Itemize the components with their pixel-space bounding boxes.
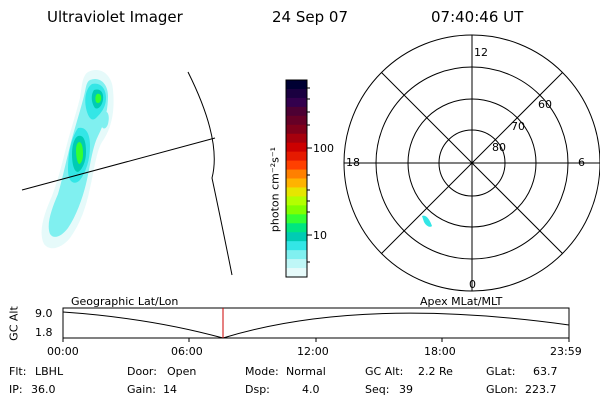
timeline-left-label: Geographic Lat/Lon [71, 295, 179, 308]
colorbar-cell [286, 223, 307, 233]
status-glat-key: GLat: [486, 365, 516, 378]
colorbar-cell [286, 232, 307, 242]
colorbar-unit-label: photon cm⁻²s⁻¹ [268, 146, 282, 233]
colorbar-cell [286, 205, 307, 215]
colorbar-cell [286, 178, 307, 189]
colorbar-cell [286, 106, 307, 117]
time-tick-0600: 06:00 [171, 345, 203, 358]
status-ip-value: 36.0 [31, 383, 56, 396]
colorbar-cells [286, 80, 307, 278]
earth-edge-curve [187, 71, 233, 276]
colorbar-cell [286, 142, 307, 153]
time-tick-1800: 18:00 [424, 345, 456, 358]
colorbar-cell [286, 160, 307, 171]
colorbar-cell [286, 241, 307, 251]
timeline-y-axis-label: GC Alt [7, 306, 21, 341]
timeline-ticks [62, 338, 570, 342]
status-mode-key: Mode: [245, 365, 279, 378]
colorbar-cell [286, 151, 307, 162]
colorbar-frame [285, 79, 308, 278]
geographic-image-panel [21, 70, 233, 276]
status-glon-key: GLon: [486, 383, 518, 396]
time-label: 07:40:46 UT [431, 8, 524, 26]
colorbar-cell [286, 268, 307, 278]
status-gcalt-key: GC Alt: [365, 365, 404, 378]
colorbar-cell [286, 259, 307, 269]
time-tick-0000: 00:00 [47, 345, 79, 358]
date-label: 24 Sep 07 [272, 8, 348, 26]
status-dsp-value: 4.0 [302, 383, 320, 396]
time-tick-1200: 12:00 [297, 345, 329, 358]
time-tick-2359: 23:59 [550, 345, 582, 358]
mlat-label-80: 80 [492, 141, 506, 154]
colorbar-tick-10: 10 [313, 229, 327, 242]
colorbar-cell [286, 196, 307, 206]
polar-aurora-spot [422, 215, 432, 227]
colorbar [285, 79, 312, 278]
mlt-label-12: 12 [474, 46, 488, 59]
status-gain-value: 14 [163, 383, 177, 396]
mlat-label-60: 60 [538, 98, 552, 111]
status-flt-value: LBHL [35, 365, 64, 378]
timeline-right-label: Apex MLat/MLT [420, 295, 503, 308]
status-glon-value: 223.7 [525, 383, 557, 396]
status-seq-key: Seq: [365, 383, 390, 396]
colorbar-ticks [307, 87, 312, 263]
polar-plot [343, 34, 600, 292]
timeline-y-tick-high: 9.0 [35, 307, 53, 320]
colorbar-cell [286, 97, 307, 108]
status-gain-key: Gain: [127, 383, 156, 396]
colorbar-cell [286, 214, 307, 224]
status-mode-value: Normal [286, 365, 326, 378]
mlt-label-18: 18 [346, 156, 360, 169]
colorbar-cell [286, 80, 307, 90]
status-glat-value: 63.7 [533, 365, 558, 378]
colorbar-cell [286, 115, 307, 126]
status-seq-value: 39 [399, 383, 413, 396]
altitude-curve [62, 311, 570, 339]
status-ip-key: IP: [9, 383, 23, 396]
timeline-plot [62, 307, 570, 342]
colorbar-cell [286, 169, 307, 180]
colorbar-cell [286, 250, 307, 260]
limb-line [21, 137, 216, 191]
status-door-value: Open [167, 365, 197, 378]
status-gcalt-value: 2.2 Re [418, 365, 453, 378]
colorbar-cell [286, 133, 307, 144]
colorbar-cell [286, 187, 307, 197]
mlt-label-0: 0 [469, 278, 476, 291]
colorbar-cell [286, 88, 307, 99]
timeline-y-tick-low: 1.8 [35, 326, 53, 339]
colorbar-cell [286, 124, 307, 135]
status-flt-key: Flt: [9, 365, 27, 378]
mlat-label-70: 70 [511, 120, 525, 133]
aurora-emission [41, 70, 114, 249]
mlt-label-6: 6 [578, 156, 585, 169]
colorbar-tick-100: 100 [313, 142, 334, 155]
status-dsp-key: Dsp: [245, 383, 270, 396]
status-door-key: Door: [127, 365, 157, 378]
instrument-title: Ultraviolet Imager [47, 8, 183, 26]
